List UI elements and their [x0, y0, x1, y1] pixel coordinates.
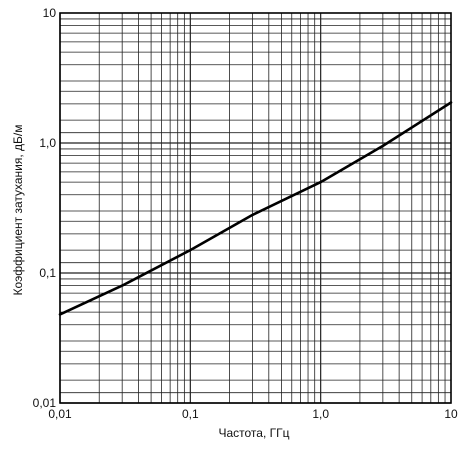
- plot-border: [59, 12, 452, 404]
- plot-frame: [59, 12, 452, 404]
- y-tick-label: 0,1: [39, 266, 56, 280]
- x-tick-label: 1,0: [312, 407, 329, 421]
- y-tick-labels: 0,01 0,1 1,0 10: [33, 6, 57, 410]
- x-tick-label: 0,01: [48, 407, 72, 421]
- attenuation-curve: [58, 101, 453, 316]
- x-axis-title: Частота, ГГц: [218, 426, 289, 440]
- grid: [59, 13, 451, 404]
- x-tick-label: 10: [444, 407, 458, 421]
- y-tick-label: 1,0: [39, 136, 56, 150]
- x-tick-labels: 0,01 0,1 1,0 10: [48, 407, 458, 421]
- y-tick-label: 0,01: [33, 396, 57, 410]
- x-tick-label: 0,1: [182, 407, 199, 421]
- y-tick-label: 10: [43, 6, 57, 20]
- series-layer: [58, 101, 453, 316]
- y-axis-title: Коэффициент затухания, дБ/м: [11, 125, 25, 296]
